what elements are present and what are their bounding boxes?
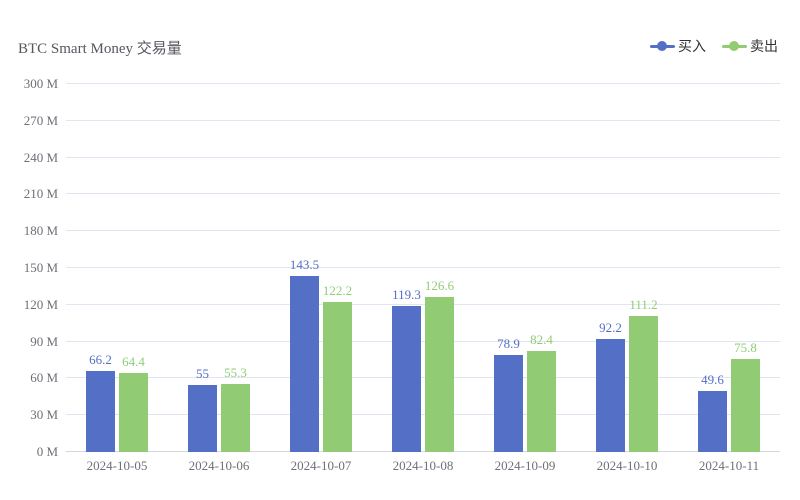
bar-买入-2024-10-05[interactable]: 66.2 xyxy=(86,352,115,452)
legend-item-卖出[interactable]: 卖出 xyxy=(722,36,778,56)
bar-slot: 111.2 xyxy=(629,84,658,452)
bar-slot: 55 xyxy=(188,84,217,452)
bar-value-label: 55.3 xyxy=(224,365,247,381)
gridline xyxy=(66,119,780,121)
bar-group-2024-10-08: 119.3 126.6 xyxy=(372,84,474,452)
bar-value-label: 119.3 xyxy=(392,286,421,302)
bar-group-2024-10-10: 92.2 111.2 xyxy=(576,84,678,452)
bar-slot: 92.2 xyxy=(596,84,625,452)
bar-value-label: 111.2 xyxy=(629,296,658,312)
bar-slot: 122.2 xyxy=(323,84,352,452)
bar-slot: 64.4 xyxy=(119,84,148,452)
x-tick-label: 2024-10-09 xyxy=(494,458,556,473)
legend-item-买入[interactable]: 买入 xyxy=(650,36,706,56)
chart-title: BTC Smart Money 交易量 xyxy=(18,41,182,57)
bar-slot: 126.6 xyxy=(425,84,454,452)
x-tick-label: 2024-10-08 xyxy=(392,458,454,473)
y-tick-label: 30 M xyxy=(30,407,58,423)
bar-group-2024-10-05: 66.2 64.4 xyxy=(66,84,168,452)
y-tick-label: 210 M xyxy=(23,186,58,202)
y-tick-label: 240 M xyxy=(23,149,58,165)
gridline xyxy=(66,414,780,416)
bar-value-label: 126.6 xyxy=(424,277,455,293)
bar-slot: 49.6 xyxy=(698,84,727,452)
gridline xyxy=(66,267,780,268)
x-axis-line xyxy=(66,451,780,452)
gridline xyxy=(66,340,780,342)
x-axis: 2024-10-05 2024-10-06 2024-10-07 2024-10-08… xyxy=(66,458,780,478)
gridline xyxy=(66,377,780,379)
x-tick-label: 2024-10-05 xyxy=(86,458,148,473)
legend: 买入 卖出 xyxy=(650,36,778,56)
bar-买入-2024-10-10[interactable]: 92.2 xyxy=(596,320,625,452)
bar-slot: 66.2 xyxy=(86,84,115,452)
bar-买入-2024-10-09[interactable]: 78.9 xyxy=(494,336,523,452)
bar-slot: 82.4 xyxy=(527,84,556,452)
x-tick-label: 2024-10-11 xyxy=(698,458,760,473)
y-tick-label: 150 M xyxy=(23,260,58,275)
bar-买入-2024-10-11[interactable]: 49.6 xyxy=(698,372,727,452)
legend-label: 卖出 xyxy=(750,40,778,55)
bar-value-label: 122.2 xyxy=(322,283,353,299)
gridline xyxy=(66,230,780,232)
plot-area: 66.2 64.4 55 55.3 143.5 122.2 119.3 126.6 78.9 82… xyxy=(66,83,780,452)
bar-买入-2024-10-07[interactable]: 143.5 xyxy=(290,257,319,452)
bar-slot: 143.5 xyxy=(290,84,319,452)
bar-value-label: 82.4 xyxy=(530,331,553,347)
y-tick-label: 270 M xyxy=(23,112,58,128)
gridline xyxy=(66,156,780,158)
bar-slot: 78.9 xyxy=(494,84,523,452)
bar-value-label: 64.4 xyxy=(122,354,145,370)
y-tick-label: 60 M xyxy=(30,370,58,386)
bar-group-2024-10-07: 143.5 122.2 xyxy=(270,84,372,452)
bar-slot: 75.8 xyxy=(731,84,760,452)
y-tick-label: 120 M xyxy=(23,296,58,312)
y-tick-label: 90 M xyxy=(30,333,58,349)
gridline xyxy=(66,193,780,195)
bar-slot: 55.3 xyxy=(221,84,250,452)
bar-卖出-2024-10-06[interactable]: 55.3 xyxy=(221,365,250,452)
y-tick-label: 300 M xyxy=(23,76,58,91)
bar-value-label: 143.5 xyxy=(289,256,320,272)
bar-group-2024-10-06: 55 55.3 xyxy=(168,84,270,452)
bar-group-2024-10-09: 78.9 82.4 xyxy=(474,84,576,452)
x-tick-label: 2024-10-07 xyxy=(290,458,352,473)
bar-slot: 119.3 xyxy=(392,84,421,452)
legend-series-marker-icon xyxy=(650,40,675,52)
bar-卖出-2024-10-11[interactable]: 75.8 xyxy=(731,340,760,452)
bar-卖出-2024-10-08[interactable]: 126.6 xyxy=(425,278,454,452)
bar-买入-2024-10-08[interactable]: 119.3 xyxy=(392,287,421,452)
bar-value-label: 78.9 xyxy=(497,336,520,352)
bar-卖出-2024-10-09[interactable]: 82.4 xyxy=(527,332,556,452)
bar-value-label: 92.2 xyxy=(599,319,622,335)
bar-value-label: 55 xyxy=(196,365,209,381)
gridline xyxy=(66,83,780,84)
bar-卖出-2024-10-10[interactable]: 111.2 xyxy=(629,297,658,452)
y-axis: 0 M 30 M 60 M 90 M 120 M 150 M 180 M 210 M 240 M… xyxy=(0,76,58,459)
y-tick-label: 180 M xyxy=(23,223,58,239)
gridline xyxy=(66,303,780,305)
bar-value-label: 66.2 xyxy=(89,351,112,367)
bar-买入-2024-10-06[interactable]: 55 xyxy=(188,366,217,452)
legend-label: 买入 xyxy=(678,40,706,55)
legend-series-marker-icon xyxy=(722,40,747,52)
y-tick-label: 0 M xyxy=(36,444,58,459)
bar-卖出-2024-10-05[interactable]: 64.4 xyxy=(119,354,148,452)
bar-value-label: 75.8 xyxy=(734,340,757,356)
x-tick-label: 2024-10-10 xyxy=(596,458,658,473)
x-tick-label: 2024-10-06 xyxy=(188,458,250,473)
bar-卖出-2024-10-07[interactable]: 122.2 xyxy=(323,283,352,452)
bar-value-label: 49.6 xyxy=(701,372,724,388)
bar-group-2024-10-11: 49.6 75.8 xyxy=(678,84,780,452)
